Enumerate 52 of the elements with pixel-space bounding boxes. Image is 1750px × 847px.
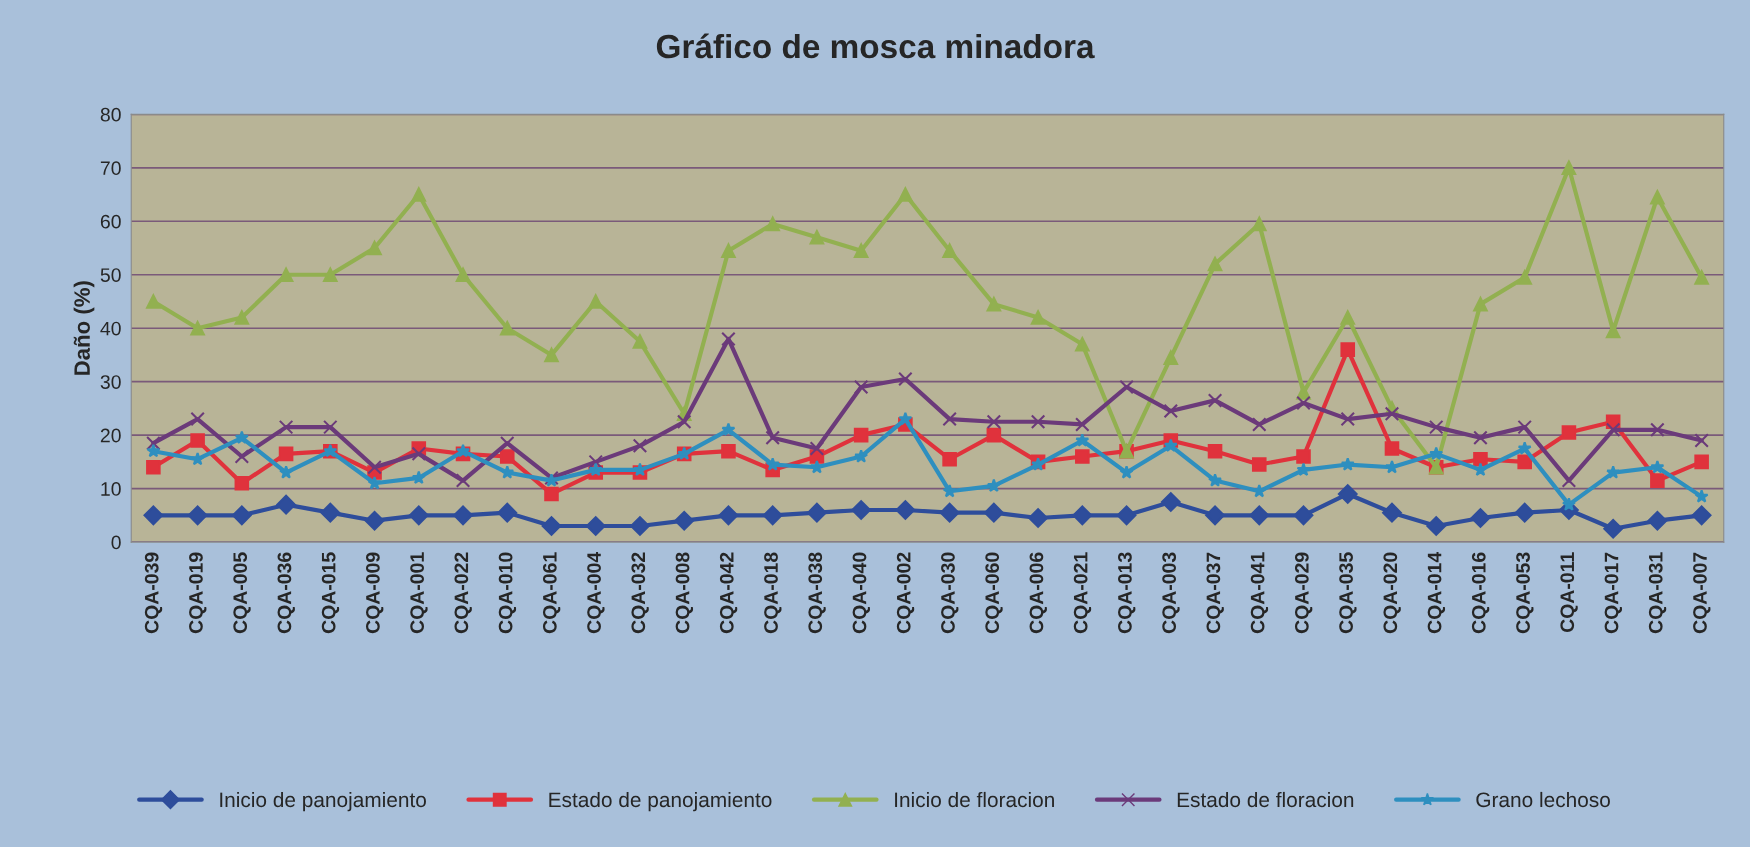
x-tick-label: CQA-060 bbox=[985, 552, 1003, 634]
x-tick-label: CQA-001 bbox=[410, 552, 428, 634]
x-tick-label: CQA-019 bbox=[189, 552, 207, 634]
x-tick-label: CQA-008 bbox=[675, 552, 694, 634]
x-tick-label: CQA-029 bbox=[1294, 552, 1313, 634]
legend-label: Estado de floracion bbox=[1177, 791, 1354, 808]
x-tick-label: CQA-032 bbox=[631, 552, 649, 634]
y-tick-label: 80 bbox=[100, 107, 121, 122]
legend-label: Inicio de panojamiento bbox=[220, 791, 426, 812]
y-tick-label: 10 bbox=[101, 482, 121, 496]
x-tick-label: CQA-003 bbox=[1162, 552, 1180, 634]
x-tick-label: CQA-013 bbox=[1118, 552, 1136, 634]
x-tick-label: CQA-009 bbox=[366, 552, 384, 634]
x-tick-label: CQA-011 bbox=[1560, 552, 1578, 633]
x-tick-label: CQA-039 bbox=[144, 552, 163, 634]
x-tick-label: CQA-036 bbox=[277, 552, 295, 634]
x-tick-label: CQA-014 bbox=[1427, 551, 1446, 634]
y-tick-label: 50 bbox=[100, 268, 121, 282]
x-tick-label: CQA-017 bbox=[1604, 552, 1623, 634]
x-tick-label: CQA-002 bbox=[896, 552, 915, 634]
chart-title: Gráfico de mosca minadora bbox=[656, 33, 1095, 59]
x-tick-label: CQA-038 bbox=[808, 552, 826, 634]
x-tick-label: CQA-021 bbox=[1073, 552, 1092, 634]
legend-label: Inicio de floracion bbox=[895, 791, 1054, 808]
x-tick-label: CQA-031 bbox=[1648, 552, 1667, 634]
x-tick-label: CQA-030 bbox=[941, 552, 959, 634]
x-tick-label: CQA-004 bbox=[587, 551, 605, 634]
x-tick-label: CQA-005 bbox=[233, 552, 251, 634]
y-tick-label: 30 bbox=[100, 375, 121, 389]
x-tick-label: CQA-037 bbox=[1206, 552, 1224, 634]
y-tick-label: 70 bbox=[100, 161, 121, 176]
x-tick-label: CQA-016 bbox=[1471, 552, 1490, 634]
x-tick-label: CQA-018 bbox=[764, 552, 782, 634]
x-tick-label: CQA-022 bbox=[454, 552, 472, 634]
y-axis-title: Daño (%) bbox=[73, 281, 95, 375]
y-tick-label: 40 bbox=[100, 321, 121, 336]
x-tick-label: CQA-015 bbox=[321, 552, 340, 634]
x-tick-label: CQA-041 bbox=[1250, 552, 1269, 634]
x-tick-label: CQA-042 bbox=[719, 552, 738, 634]
x-tick-label: CQA-061 bbox=[542, 552, 561, 634]
x-tick-label: CQA-010 bbox=[498, 552, 517, 634]
y-tick-label: 20 bbox=[100, 428, 121, 443]
x-tick-label: CQA-035 bbox=[1339, 552, 1357, 634]
x-tick-label: CQA-020 bbox=[1383, 552, 1401, 634]
legend-label: Estado de panojamiento bbox=[549, 791, 772, 812]
y-tick-label: 60 bbox=[100, 214, 121, 229]
y-tick-label: 0 bbox=[111, 535, 121, 550]
x-tick-label: CQA-006 bbox=[1029, 552, 1047, 634]
x-tick-label: CQA-007 bbox=[1693, 552, 1711, 634]
x-tick-label: CQA-053 bbox=[1516, 552, 1534, 634]
legend-label: Grano lechoso bbox=[1476, 791, 1610, 808]
x-tick-label: CQA-040 bbox=[852, 552, 870, 634]
